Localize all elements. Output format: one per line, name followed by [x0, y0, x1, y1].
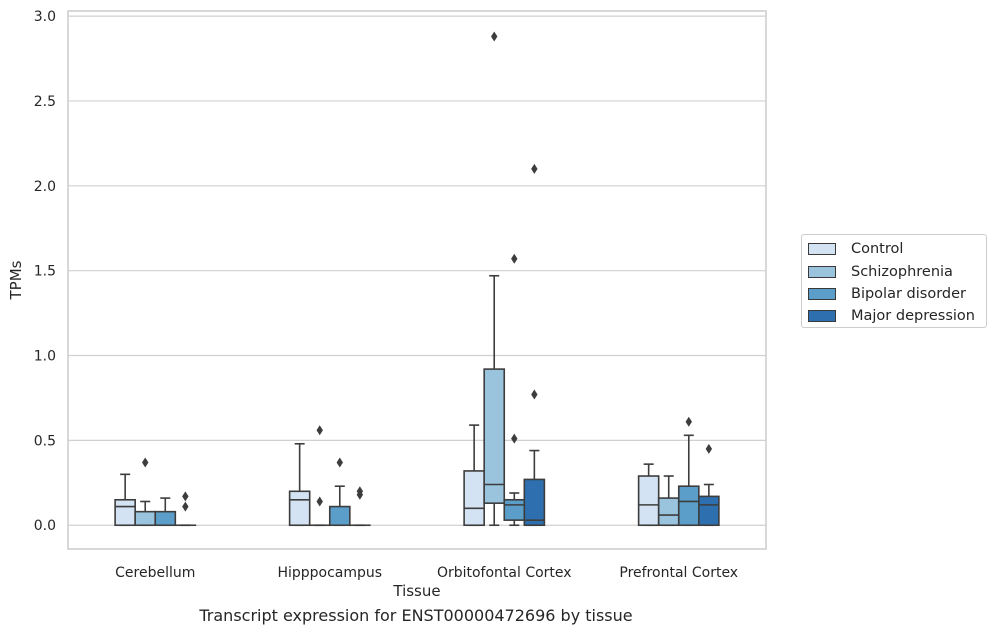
legend-item: Major depression [808, 305, 986, 327]
outlier-point [531, 163, 538, 174]
legend-item: Control [808, 238, 986, 260]
box-0-3 [174, 491, 197, 527]
x-tick-label: Prefrontal Cortex [619, 565, 738, 581]
box-iqr [483, 368, 506, 504]
y-tick-label: 0.5 [34, 433, 56, 449]
y-tick-label: 3.0 [34, 9, 56, 25]
x-axis-label: Tissue [392, 582, 440, 600]
box-3-0 [637, 463, 660, 527]
box-1-1 [308, 425, 331, 527]
x-tick-label: Hipppocampus [277, 565, 382, 581]
legend-item: Schizophrenia [808, 260, 986, 282]
chart-caption: Transcript expression for ENST0000047269… [199, 606, 633, 625]
legend-item: Bipolar disorder [808, 283, 986, 305]
box-1-2 [328, 457, 351, 527]
box-iqr [503, 498, 526, 521]
box-iqr [154, 510, 177, 527]
box-2-0 [463, 424, 485, 527]
plot-area [67, 10, 767, 550]
outlier-point [182, 501, 189, 512]
outlier-point [511, 433, 518, 444]
box-0-1 [134, 457, 157, 527]
legend-swatch [808, 265, 836, 278]
outlier-point [142, 457, 149, 468]
legend-label: Control [851, 241, 904, 258]
outlier-point [531, 389, 538, 400]
legend-label: Bipolar disorder [851, 285, 966, 302]
box-3-2 [677, 416, 700, 527]
outlier-point [182, 491, 189, 502]
box-iqr [677, 485, 700, 527]
legend-swatch [808, 243, 836, 256]
legend-swatch [808, 310, 836, 323]
outlier-point [356, 486, 364, 497]
y-tick-label: 0.0 [34, 518, 56, 534]
outlier-point [511, 253, 518, 264]
box-iqr [134, 510, 157, 527]
box-3-3 [698, 443, 720, 527]
outlier-point [491, 31, 498, 42]
box-1-3 [349, 486, 371, 527]
outlier-point [316, 425, 323, 436]
box-iqr [463, 470, 485, 527]
legend: Control Schizophrenia Bipolar disorder Majo… [801, 234, 987, 328]
box-iqr [637, 475, 660, 527]
box-2-3 [523, 163, 546, 527]
box-1-0 [288, 442, 311, 527]
box-iqr [657, 497, 680, 527]
x-tick-label: Orbitofontal Cortex [437, 565, 572, 581]
y-tick-label: 1.0 [34, 349, 56, 365]
box-iqr [698, 495, 720, 527]
y-tick-label: 2.5 [34, 94, 56, 110]
x-tick-label: Cerebellum [115, 565, 195, 581]
y-tick-label: 2.0 [34, 179, 56, 195]
outlier-point [316, 496, 323, 507]
box-iqr [328, 505, 351, 527]
box-2-1 [483, 31, 506, 527]
legend-swatch [808, 287, 836, 300]
y-tick-label: 1.5 [34, 264, 56, 280]
box-iqr [288, 490, 311, 527]
outlier-point [685, 416, 692, 427]
box-iqr [114, 498, 136, 527]
box-iqr [523, 478, 546, 527]
outlier-point [705, 443, 713, 454]
outlier-point [336, 457, 343, 468]
box-0-2 [154, 497, 177, 527]
legend-label: Schizophrenia [851, 263, 953, 280]
box-0-0 [114, 473, 136, 527]
y-axis-label: TPMs [7, 260, 25, 300]
legend-label: Major depression [851, 308, 975, 325]
box-2-2 [503, 253, 526, 527]
